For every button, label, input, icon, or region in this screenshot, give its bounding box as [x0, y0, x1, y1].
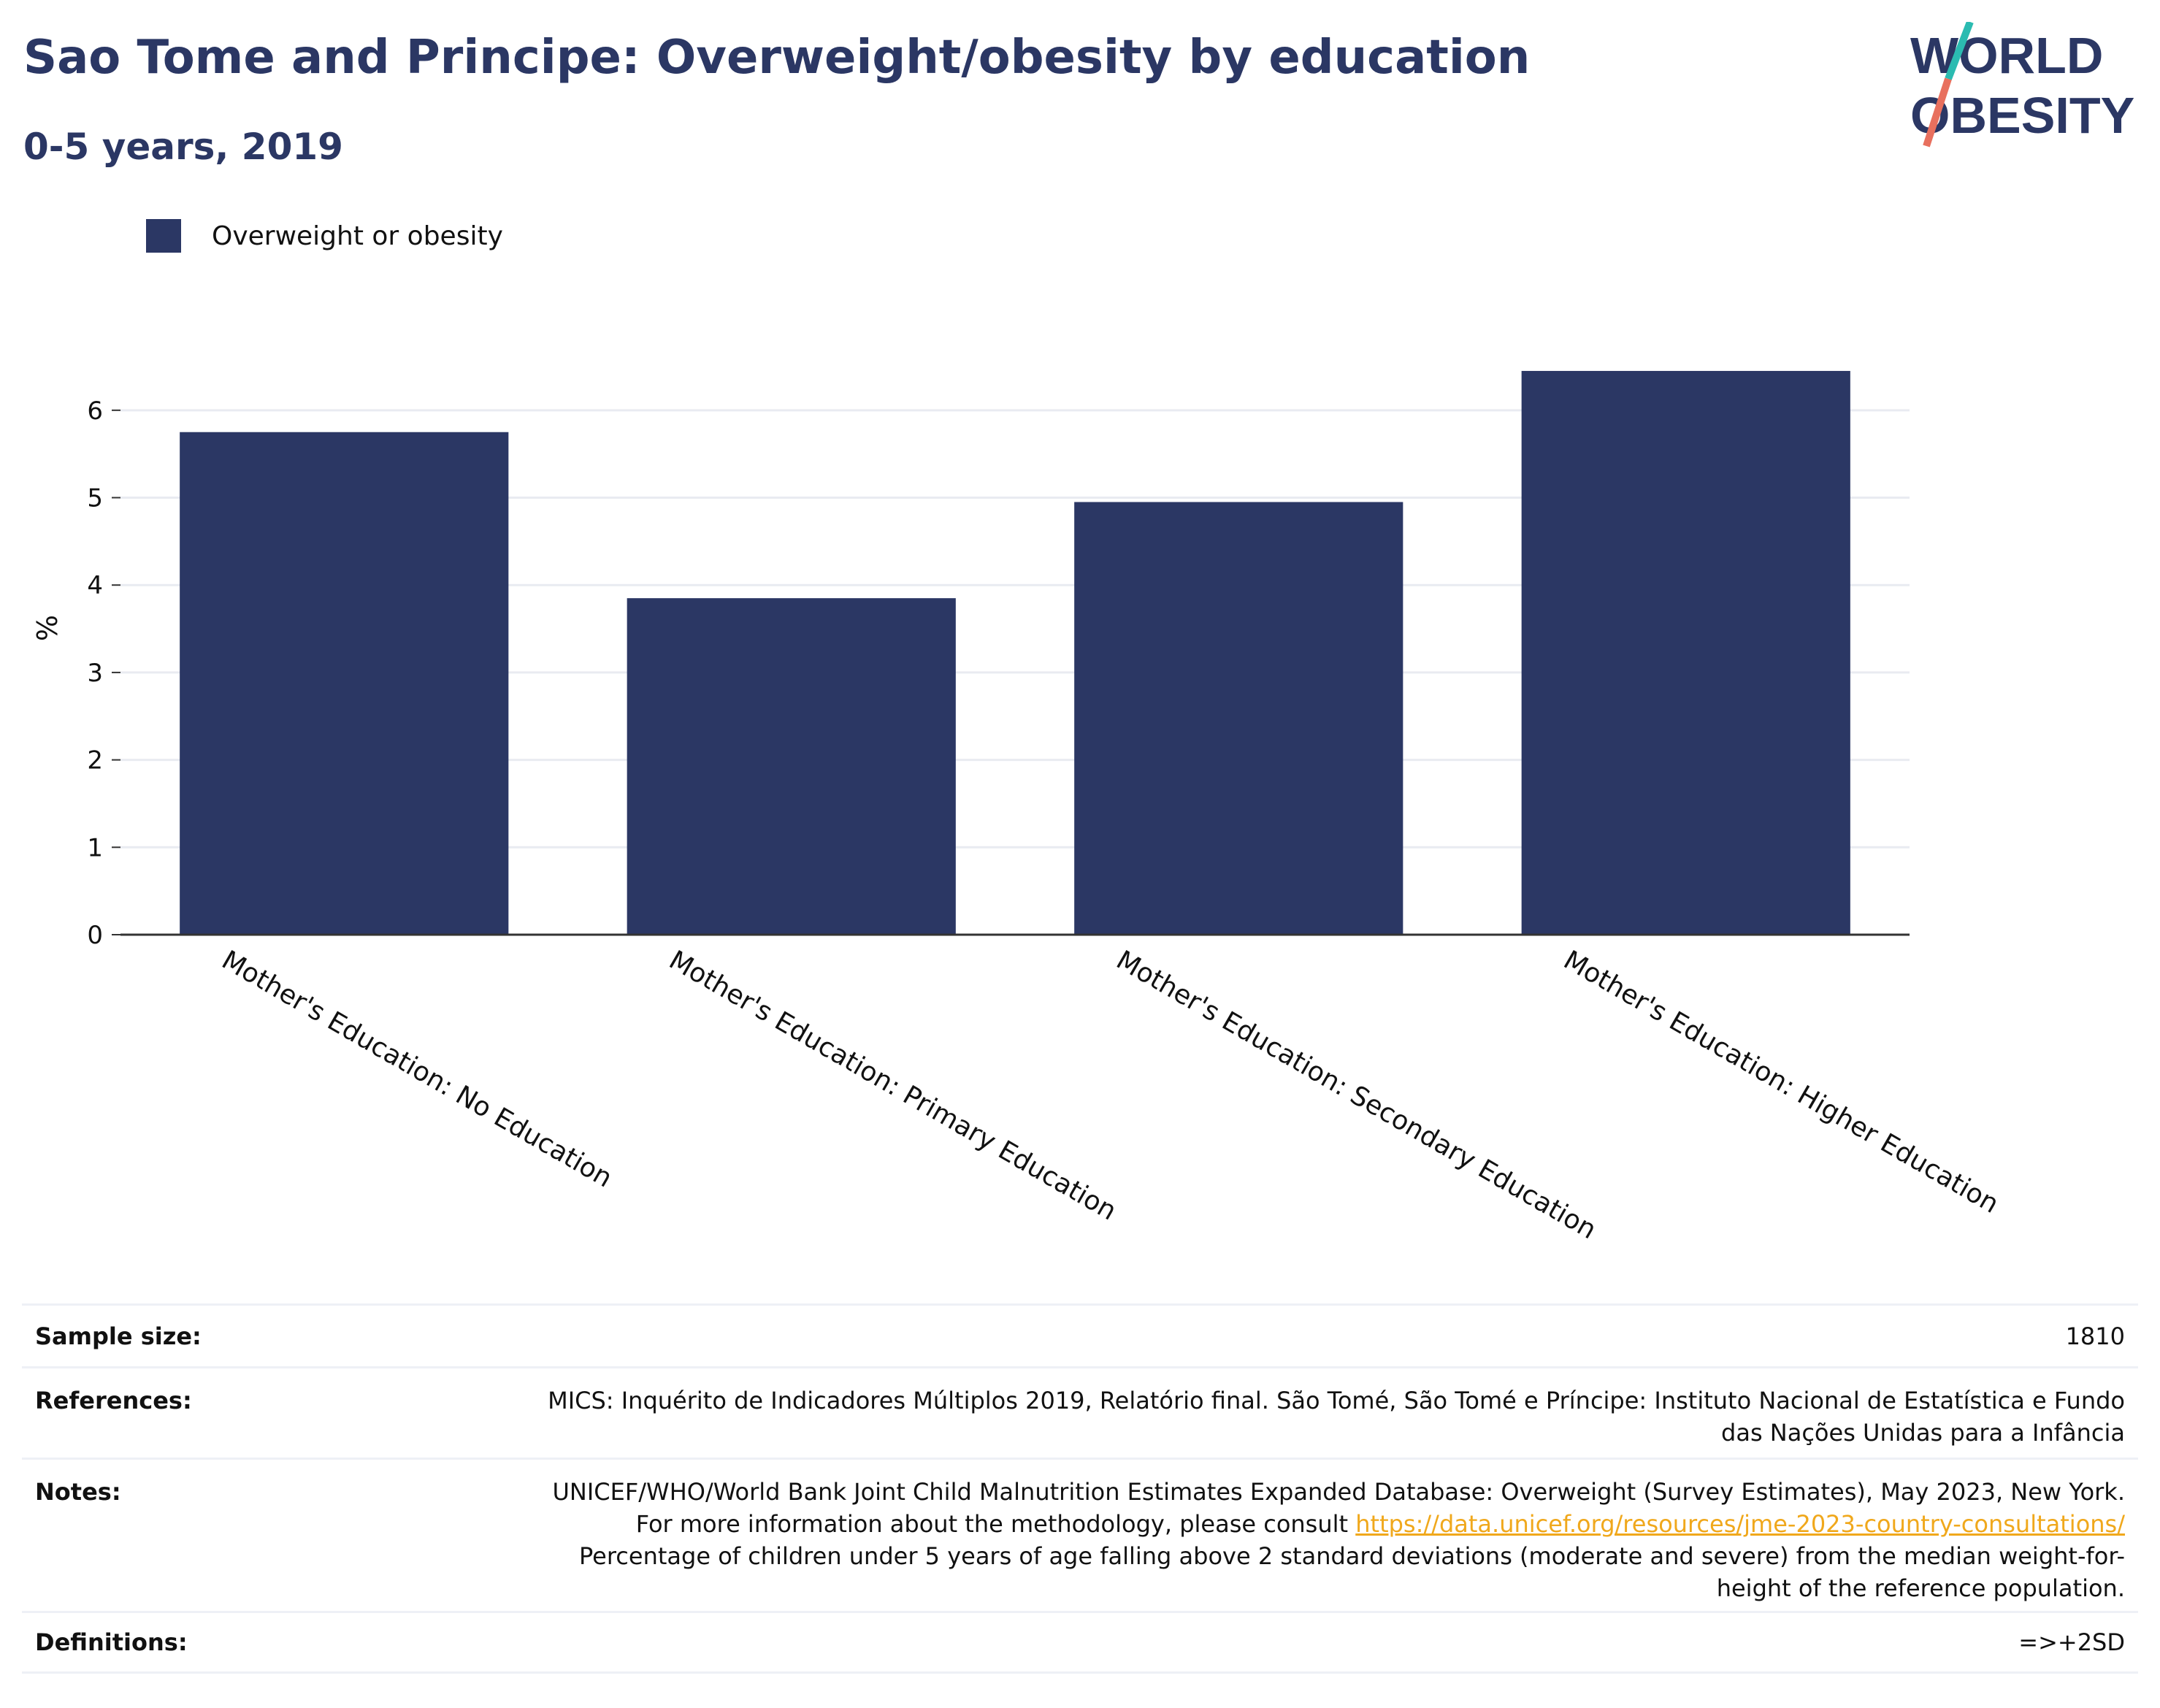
definitions-value: =>+2SD [2018, 1628, 2125, 1656]
x-tick-label: Mother's Education: Higher Education [1558, 945, 2004, 1219]
references-value: MICS: Inquérito de Indicadores Múltiplos… [548, 1387, 2125, 1447]
x-tick-label: Mother's Education: Primary Education [664, 945, 1121, 1226]
y-tick-label: 3 [87, 659, 103, 688]
y-tick-label: 0 [87, 921, 103, 950]
chart-subtitle: 0-5 years, 2019 [23, 126, 343, 168]
logo-line-obesity: OBESITY [1910, 87, 2134, 144]
notes-link[interactable]: https://data.unicef.org/resources/jme-20… [1355, 1510, 2125, 1538]
bar [627, 598, 956, 935]
bar [180, 432, 509, 935]
y-axis-title: % [31, 615, 64, 641]
legend-swatch [146, 219, 181, 253]
notes-value: UNICEF/WHO/World Bank Joint Child Malnut… [518, 1476, 2126, 1604]
notes-label: Notes: [35, 1478, 121, 1506]
logo-slash-top [1945, 22, 1974, 80]
logo-line-world: WORLD [1910, 27, 2103, 84]
x-tick-label: Mother's Education: Secondary Education [1111, 945, 1601, 1245]
notes-text-1: UNICEF/WHO/World Bank Joint Child Malnut… [552, 1478, 2126, 1538]
sample-size-row: Sample size: 1810 [22, 1303, 2138, 1366]
logo-slash-bottom [1923, 77, 1952, 148]
bar [1074, 502, 1403, 935]
chart-title: Sao Tome and Principe: Overweight/obesit… [23, 31, 1531, 85]
sample-size-label: Sample size: [35, 1322, 202, 1350]
bar [1521, 370, 1850, 935]
references-row: References: MICS: Inquérito de Indicador… [22, 1366, 2138, 1458]
x-tick-label: Mother's Education: No Education [217, 945, 617, 1193]
y-tick-label: 2 [87, 746, 103, 776]
y-tick-label: 4 [87, 571, 103, 600]
definitions-label: Definitions: [35, 1628, 188, 1656]
definitions-row: Definitions: =>+2SD [22, 1611, 2138, 1674]
y-tick-label: 1 [87, 833, 103, 862]
y-tick-label: 6 [87, 397, 103, 426]
legend[interactable]: Overweight or obesity [146, 218, 503, 254]
legend-label: Overweight or obesity [212, 221, 503, 251]
y-tick-label: 5 [87, 484, 103, 513]
sample-size-value: 1810 [2065, 1322, 2125, 1350]
info-table: Sample size: 1810 References: MICS: Inqu… [22, 1303, 2138, 1674]
world-obesity-logo: WORLD OBESITY [1910, 22, 2134, 148]
notes-row: Notes: UNICEF/WHO/World Bank Joint Child… [22, 1458, 2138, 1611]
notes-text-2: Percentage of children under 5 years of … [579, 1542, 2125, 1602]
references-label: References: [35, 1387, 192, 1414]
